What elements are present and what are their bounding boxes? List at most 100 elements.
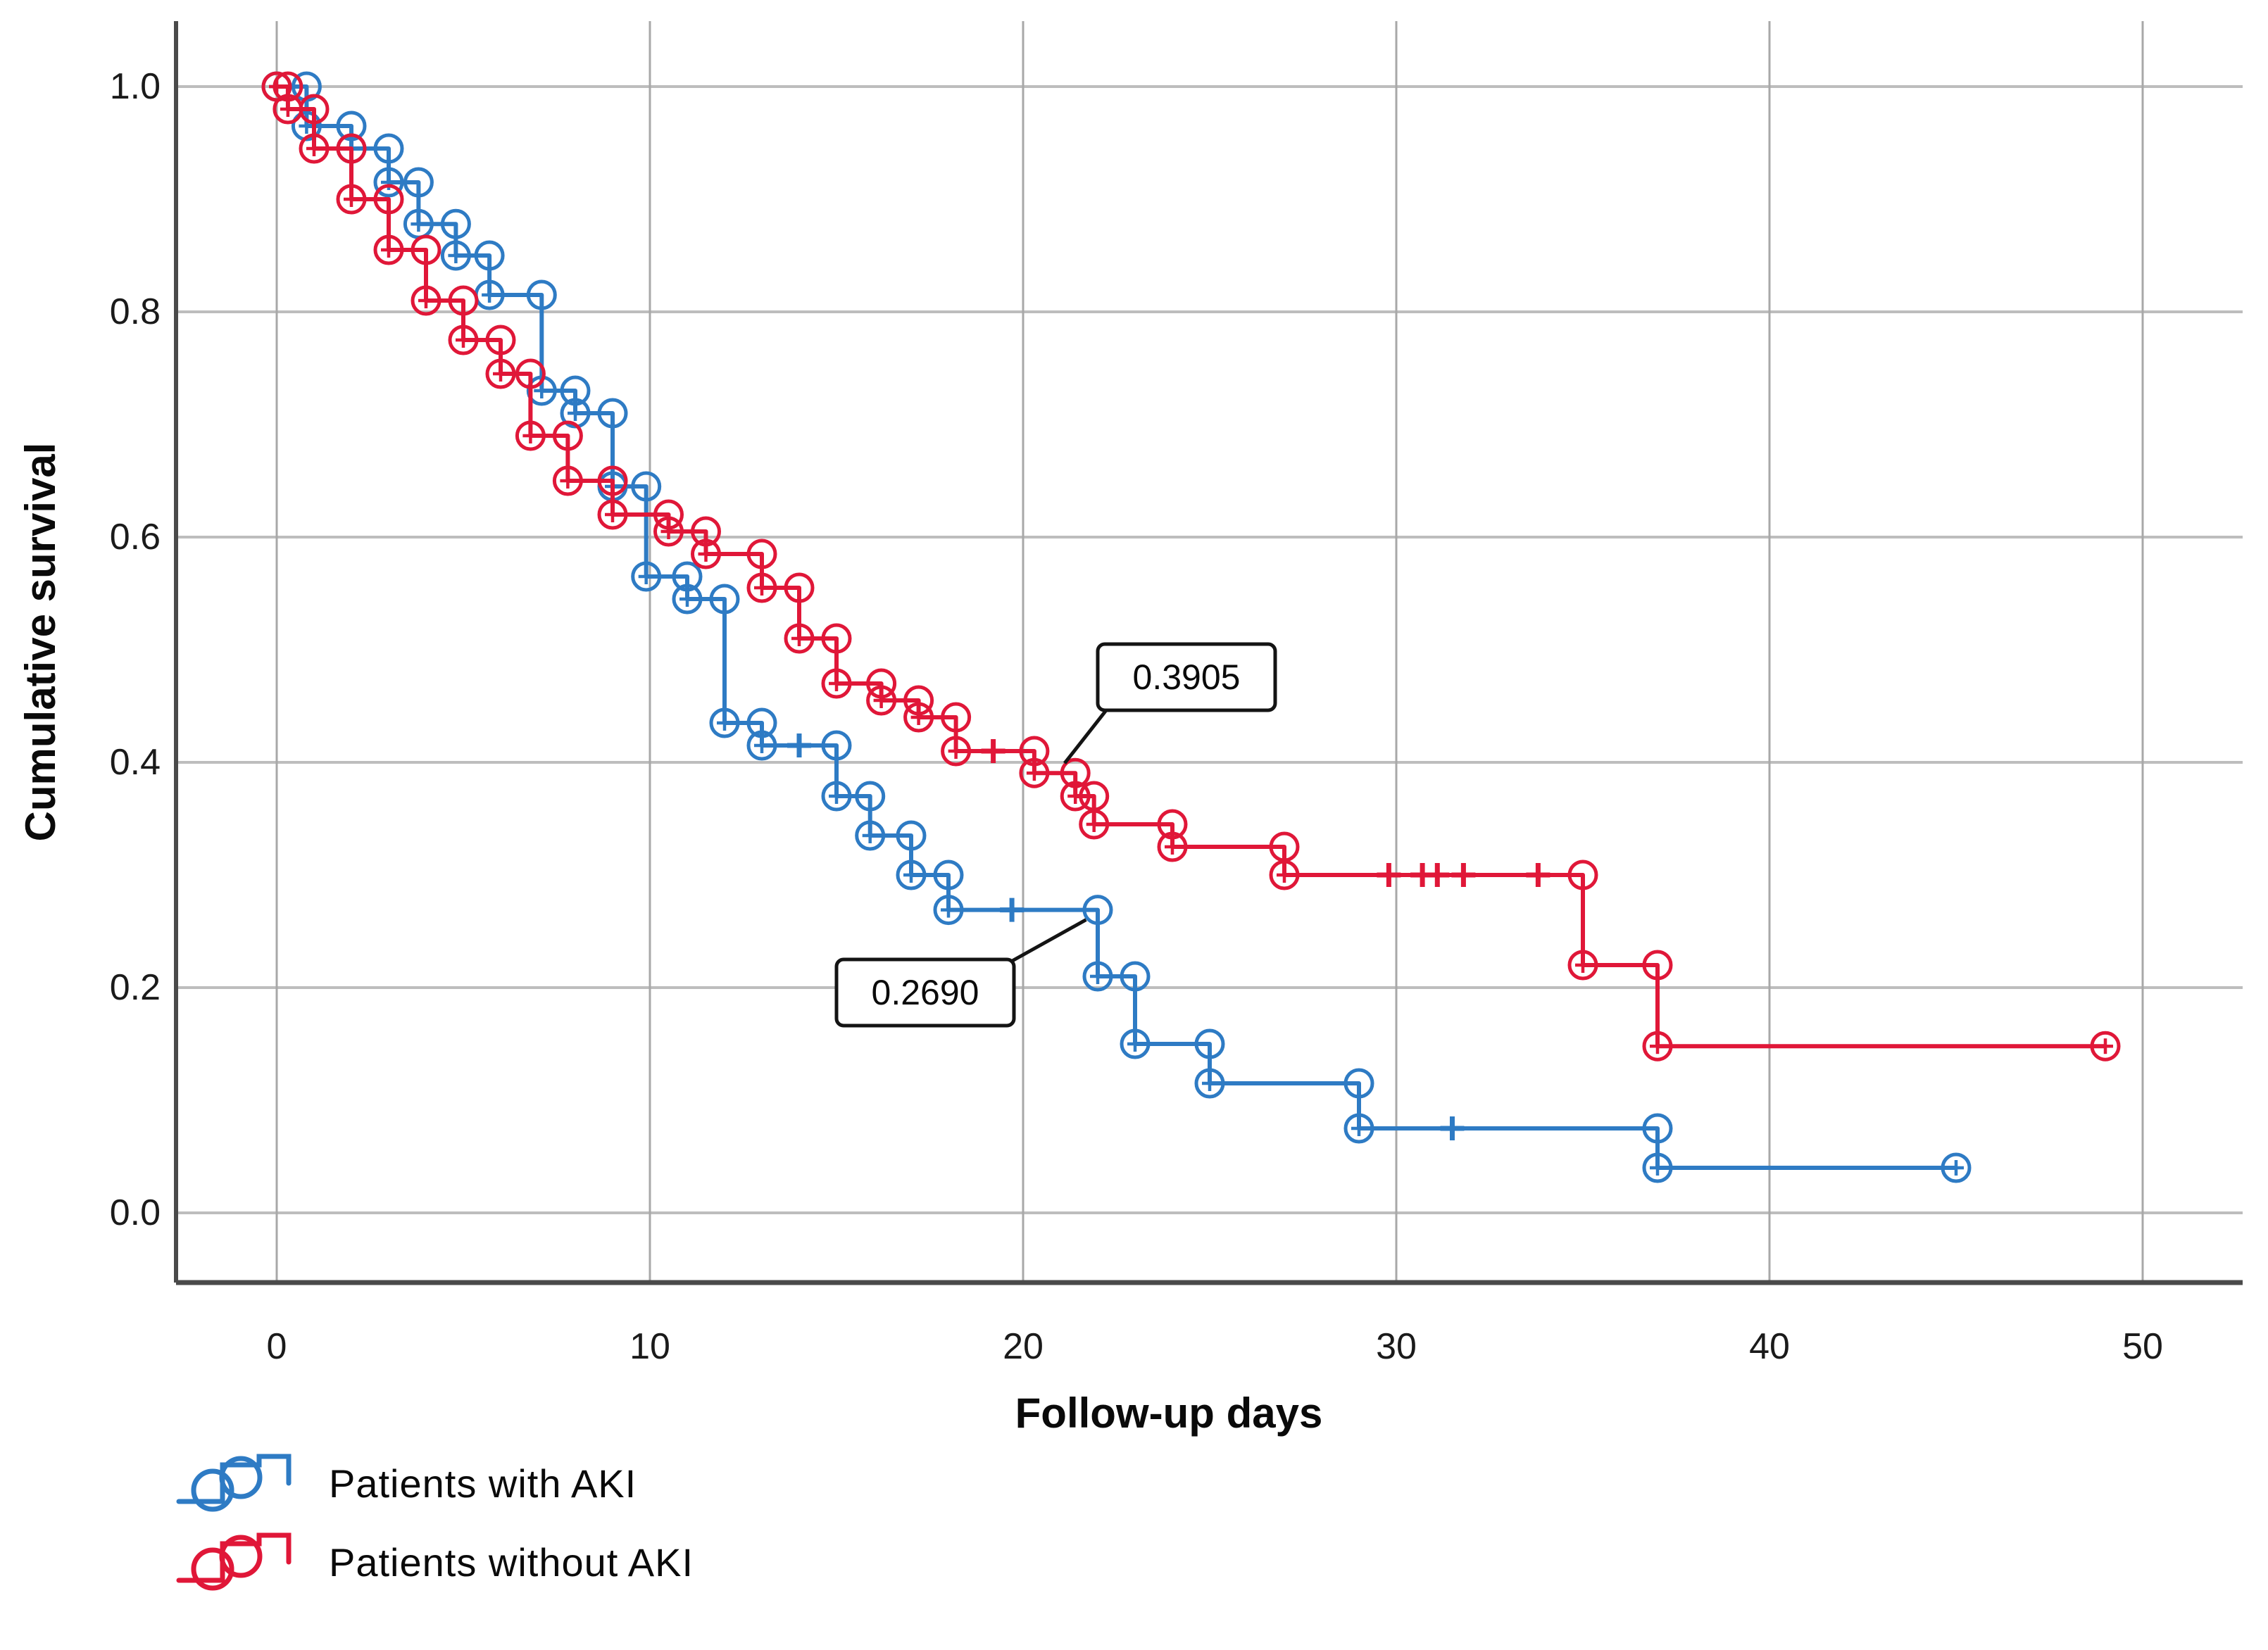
- step-circle-marker: [631, 471, 662, 502]
- censor-circle-plus-marker: [866, 685, 897, 716]
- legend-item-without-aki: Patients without AKI: [176, 1523, 694, 1601]
- x-tick-label: 50: [2122, 1326, 2163, 1367]
- x-tick-label: 40: [1749, 1326, 1790, 1367]
- censor-circle-plus-marker: [336, 184, 367, 215]
- y-tick-label: 1.0: [110, 66, 161, 107]
- step-circle-marker: [933, 859, 964, 890]
- step-circle-marker: [485, 325, 516, 355]
- series-patients-without-aki: [261, 71, 2121, 1062]
- censor-circle-plus-marker: [903, 702, 934, 733]
- step-circle-marker: [1157, 809, 1188, 840]
- censor-circle-plus-marker: [299, 133, 330, 164]
- step-circle-marker: [672, 561, 703, 592]
- tick-labels: 1.0 0.8 0.6 0.4 0.2 0.0 0 10 20 30 40 50: [110, 66, 2163, 1367]
- survival-step-curve: [275, 84, 2107, 1049]
- survival-step-curve: [275, 84, 1958, 1170]
- censor-circle-plus-marker: [933, 895, 964, 926]
- x-axis-title: Follow-up days: [1015, 1390, 1323, 1437]
- censor-circle-plus-marker: [1079, 809, 1110, 840]
- annotation-leader-line: [1008, 918, 1087, 964]
- y-tick-label: 0.4: [110, 742, 161, 783]
- censor-circle-plus-marker: [1082, 961, 1113, 992]
- step-circle-marker: [474, 240, 505, 271]
- censor-circle-plus-marker: [1060, 781, 1091, 812]
- step-circle-marker: [526, 279, 557, 310]
- step-circle-marker: [1082, 895, 1113, 926]
- legend-label: Patients with AKI: [329, 1461, 637, 1506]
- step-circle-marker: [784, 572, 815, 603]
- x-tick-label: 30: [1376, 1326, 1417, 1367]
- y-tick-label: 0.6: [110, 517, 161, 558]
- step-circle-marker: [373, 184, 404, 215]
- legend-item-with-aki: Patients with AKI: [176, 1444, 694, 1522]
- censor-circle-plus-marker: [821, 781, 852, 812]
- censor-circle-plus-marker: [1941, 1152, 1972, 1183]
- axes: [174, 21, 2243, 1285]
- annotation-value: 0.3905: [1133, 657, 1241, 697]
- censor-circle-plus-marker: [1269, 859, 1300, 890]
- annotation-box: [1096, 642, 1277, 712]
- censor-circle-plus-marker: [1343, 1113, 1374, 1144]
- censor-circle-plus-marker: [597, 499, 628, 530]
- censor-circle-plus-marker: [440, 240, 471, 271]
- censor-circle-plus-marker: [373, 167, 404, 198]
- censor-circle-plus-marker: [821, 668, 852, 699]
- annotations: 0.3905 0.2690: [834, 642, 1277, 1028]
- step-circle-marker: [941, 702, 972, 733]
- y-axis-title: Cumulative survival: [17, 443, 64, 842]
- censor-circle-plus-marker: [1642, 1031, 1673, 1062]
- censor-circle-plus-marker: [631, 561, 662, 592]
- x-tick-label: 0: [267, 1326, 287, 1367]
- step-curve-icon: [176, 1532, 292, 1591]
- step-circle-marker: [855, 781, 886, 812]
- legend: Patients with AKI Patients without AKI: [176, 1444, 694, 1601]
- step-circle-marker: [336, 111, 367, 141]
- step-circle-marker: [1019, 736, 1050, 767]
- legend-label: Patients without AKI: [329, 1539, 694, 1585]
- step-circle-marker: [448, 285, 479, 316]
- step-circle-marker: [440, 208, 471, 239]
- step-circle-marker: [299, 94, 330, 125]
- step-circle-marker: [552, 420, 583, 451]
- step-circle-marker: [1194, 1028, 1225, 1059]
- survival-curves: [261, 71, 2121, 1183]
- annotation-value: 0.2690: [872, 973, 979, 1012]
- step-circle-marker: [821, 730, 852, 761]
- censor-circle-plus-marker: [373, 234, 404, 265]
- censor-circle-plus-marker: [941, 736, 972, 767]
- step-circle-marker: [1120, 961, 1151, 992]
- censor-circle-plus-marker: [653, 516, 684, 547]
- gridlines: [176, 21, 2243, 1283]
- censor-circle-plus-marker: [1019, 757, 1050, 788]
- step-circle-marker: [691, 516, 721, 547]
- censor-circle-plus-marker: [485, 358, 516, 389]
- censor-circle-plus-marker: [746, 572, 777, 603]
- y-tick-label: 0.2: [110, 967, 161, 1008]
- x-tick-label: 20: [1003, 1326, 1044, 1367]
- censor-circle-plus-marker: [691, 539, 721, 569]
- step-circle-marker: [1060, 757, 1091, 788]
- y-tick-label: 0.0: [110, 1192, 161, 1233]
- censor-circle-plus-marker: [709, 707, 740, 738]
- annotation-box: [834, 957, 1016, 1028]
- x-tick-label: 10: [629, 1326, 670, 1367]
- censor-circle-plus-marker: [1157, 831, 1188, 862]
- censor-circle-plus-marker: [448, 325, 479, 355]
- censor-circle-plus-marker: [746, 730, 777, 761]
- step-circle-marker: [336, 133, 367, 164]
- step-circle-marker: [1343, 1068, 1374, 1099]
- step-circle-marker: [560, 375, 591, 406]
- step-circle-marker: [1642, 950, 1673, 981]
- censor-circle-plus-marker: [1567, 950, 1598, 981]
- censor-circle-plus-marker: [855, 820, 886, 851]
- step-circle-marker: [1567, 859, 1598, 890]
- censor-circle-plus-marker: [515, 420, 546, 451]
- step-circle-marker: [373, 133, 404, 164]
- censor-circle-plus-marker: [2090, 1031, 2121, 1062]
- step-circle-marker: [896, 820, 927, 851]
- step-circle-marker: [746, 539, 777, 569]
- annotation-leader-line: [1063, 709, 1108, 764]
- step-circle-marker: [597, 398, 628, 429]
- step-circle-marker: [515, 358, 546, 389]
